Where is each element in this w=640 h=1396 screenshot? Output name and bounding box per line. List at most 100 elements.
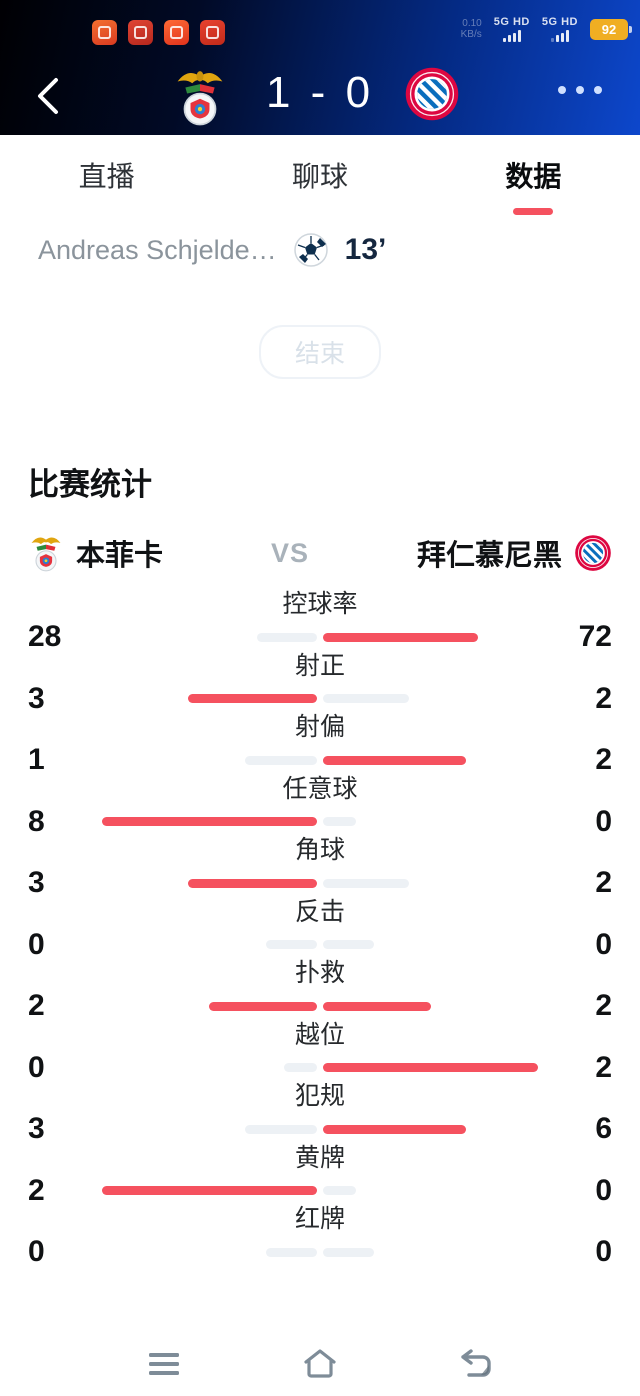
stat-away-bar	[323, 878, 409, 888]
toutiao-app-icon	[128, 20, 153, 45]
stat-bar-pair	[90, 1001, 550, 1011]
stat-bar-pair	[90, 694, 550, 703]
chevron-left-icon	[38, 78, 58, 114]
stat-home-bar	[209, 1001, 317, 1011]
stat-home-bar	[257, 632, 317, 642]
stat-bars: 8 0	[0, 804, 640, 838]
stat-away-value: 6	[595, 1112, 612, 1145]
sim1-network-label: 5G HD	[493, 16, 530, 28]
stat-label: 犯规	[294, 1082, 345, 1110]
stat-away-bar	[323, 940, 374, 949]
away-team-name: 拜仁慕尼黑	[416, 540, 562, 572]
stat-row: 角球 3 2	[0, 830, 640, 899]
score-separator: -	[310, 68, 330, 117]
stat-away-bar	[323, 1001, 431, 1011]
back-chevron-button[interactable]	[28, 74, 68, 118]
stat-bars: 1 2	[0, 743, 640, 776]
sim1-signal: 5G HD	[494, 16, 530, 42]
stat-away-bar	[323, 817, 356, 826]
stat-home-bar	[188, 878, 317, 888]
stat-row: 射偏 1 2	[0, 707, 640, 776]
stat-label: 射正	[294, 651, 345, 680]
stat-label: 黄牌	[294, 1143, 345, 1172]
stat-bars: 0 2	[0, 1050, 640, 1084]
stat-bars: 2 0	[0, 1173, 640, 1207]
stat-row: 射正 3 2	[0, 646, 640, 715]
stat-bar-pair	[90, 878, 550, 888]
stat-away-value: 2	[595, 989, 612, 1022]
stat-row: 反击 0 0	[0, 892, 640, 961]
signal-bars-icon	[502, 30, 521, 42]
stat-bars: 3 2	[0, 681, 640, 715]
bayern-crest-icon	[575, 535, 611, 571]
stat-bars: 28 72	[0, 620, 640, 653]
tab-chat[interactable]: 聊球	[291, 161, 348, 192]
stat-label: 反击	[294, 897, 345, 926]
stat-home-bar	[284, 1063, 317, 1072]
stat-row: 任意球 8 0	[0, 769, 640, 838]
back-button[interactable]	[458, 1346, 494, 1382]
stat-home-bar	[266, 940, 317, 949]
stat-away-value: 0	[595, 1173, 612, 1207]
more-options-button[interactable]	[558, 86, 602, 94]
tab-live[interactable]: 直播	[78, 161, 135, 192]
stat-home-bar	[266, 1247, 317, 1257]
stat-bar-pair	[90, 1186, 550, 1195]
benfica-crest-icon	[172, 66, 228, 133]
stat-label: 角球	[294, 836, 345, 864]
stat-away-bar	[323, 1124, 466, 1134]
stat-bar-pair	[90, 1063, 550, 1072]
bayern-crest-icon	[404, 66, 460, 127]
stat-home-bar	[102, 1186, 317, 1195]
dot-icon	[594, 86, 602, 94]
stat-row: 控球率 28 72	[0, 584, 640, 653]
sim2-network-label: 5G HD	[541, 16, 578, 28]
stat-away-value: 2	[595, 681, 612, 715]
stat-bar-pair	[90, 817, 550, 826]
stat-label: 越位	[294, 1020, 345, 1049]
stat-away-value: 2	[595, 1050, 612, 1084]
stat-label: 射偏	[294, 713, 345, 741]
menu-icon	[149, 1353, 179, 1375]
stat-away-value: 0	[595, 804, 612, 838]
home-team-name: 本菲卡	[76, 540, 164, 572]
stat-home-bar	[188, 694, 317, 703]
goal-minute: 13’	[344, 233, 387, 266]
stat-label: 控球率	[282, 590, 358, 618]
stat-row: 红牌 0 0	[0, 1199, 640, 1268]
stat-row: 扑救 2 2	[0, 953, 640, 1022]
stat-bars: 0 0	[0, 1235, 640, 1268]
stat-home-bar	[102, 817, 317, 826]
stat-away-bar	[323, 694, 409, 703]
tab-data[interactable]: 数据	[427, 135, 640, 215]
stat-home-value: 3	[28, 681, 45, 715]
benfica-crest-icon	[31, 537, 61, 572]
stat-home-bar	[245, 755, 317, 765]
stat-away-bar	[323, 1186, 356, 1195]
stat-home-value: 3	[28, 1112, 45, 1145]
goal-event-row: Andreas Schjelde… 13’	[38, 227, 640, 273]
stat-bar-pair	[90, 1247, 550, 1257]
recents-button[interactable]	[146, 1346, 182, 1382]
home-icon	[304, 1349, 336, 1378]
stat-bars: 3 6	[0, 1112, 640, 1145]
match-score: 1 - 0	[0, 68, 640, 118]
match-header: 0.10 KB/s 5G HD 5G HD 92	[0, 0, 640, 135]
kuaishou-app-icon	[164, 20, 189, 45]
vs-label: VS	[270, 537, 310, 568]
notification-app-icons	[92, 20, 225, 45]
network-speed-unit: KB/s	[460, 29, 482, 40]
stat-away-value: 72	[578, 620, 612, 653]
stat-label: 扑救	[294, 959, 345, 987]
stat-bar-pair	[90, 632, 550, 642]
stats-section-title: 比赛统计	[28, 467, 152, 502]
stat-home-value: 0	[28, 1050, 45, 1084]
network-speed: 0.10 KB/s	[461, 16, 482, 40]
sim2-signal: 5G HD	[542, 16, 578, 42]
stat-label: 红牌	[294, 1205, 345, 1233]
stat-away-value: 0	[595, 1235, 612, 1268]
stat-label: 任意球	[282, 774, 358, 803]
home-team: 本菲卡	[28, 532, 163, 574]
stat-home-bar	[245, 1124, 317, 1134]
home-button[interactable]	[302, 1346, 338, 1382]
